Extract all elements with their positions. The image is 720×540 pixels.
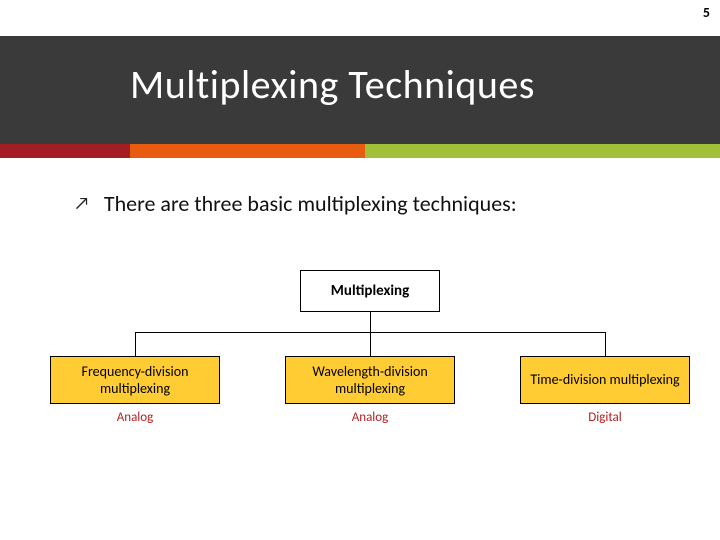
- child-caption: Analog: [285, 410, 455, 425]
- child-caption: Digital: [520, 410, 690, 425]
- bullet-row: ↗ There are three basic multiplexing tec…: [74, 190, 517, 217]
- page-number: 5: [703, 4, 710, 21]
- arrow-icon: ↗: [74, 192, 90, 214]
- accent-segment: [130, 144, 365, 158]
- connector-line: [135, 332, 136, 356]
- connector-line: [370, 312, 371, 332]
- root-node: Multiplexing: [300, 270, 440, 312]
- child-node: Time-division multiplexing: [520, 356, 690, 404]
- slide-title: Multiplexing Techniques: [0, 36, 720, 109]
- child-node: Frequency-division multiplexing: [50, 356, 220, 404]
- title-band: Multiplexing Techniques: [0, 36, 720, 144]
- child-caption: Analog: [50, 410, 220, 425]
- connector-line: [605, 332, 606, 356]
- multiplexing-tree-diagram: Multiplexing Frequency-division multiple…: [60, 270, 660, 470]
- accent-segment: [365, 144, 720, 158]
- connector-line: [370, 332, 371, 356]
- bullet-text: There are three basic multiplexing techn…: [104, 190, 517, 217]
- child-node: Wavelength-division multiplexing: [285, 356, 455, 404]
- accent-segment: [0, 144, 130, 158]
- accent-bar: [0, 144, 720, 158]
